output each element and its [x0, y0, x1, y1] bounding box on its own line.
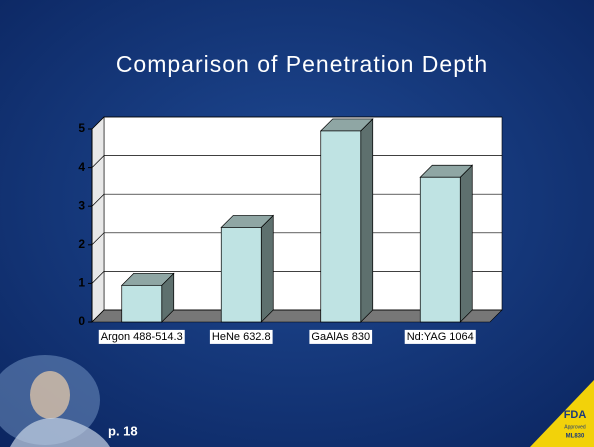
bar — [321, 131, 361, 322]
badge-text: Approved — [564, 424, 586, 430]
bar — [221, 227, 261, 322]
bar-side — [361, 119, 373, 322]
y-tick-label: 0 — [78, 314, 85, 328]
bar-side — [261, 215, 273, 322]
y-tick-label: 2 — [78, 237, 85, 251]
bar — [122, 285, 162, 322]
side-wall — [92, 117, 104, 322]
bar — [420, 177, 460, 322]
x-tick-label: HeNe 632.8 — [212, 331, 271, 343]
chart: 0 1 2 3 4 5 Argon 488-514.3 HeNe 632.8 GaAlAs 83… — [78, 117, 502, 344]
y-tick-label: 3 — [78, 198, 85, 212]
x-tick-label: Nd:YAG 1064 — [407, 331, 474, 343]
bar-side — [460, 165, 472, 322]
y-tick-label: 5 — [78, 121, 85, 135]
badge-text: FDA — [564, 409, 587, 421]
badge-text: ML830 — [566, 434, 585, 440]
page-number: p. 18 — [108, 423, 138, 438]
y-tick-label: 1 — [78, 276, 85, 290]
slide: Comparison of Penetration Depth 0 1 2 3 4 5 Ar… — [0, 0, 594, 447]
chart-title: Comparison of Penetration Depth — [116, 51, 488, 77]
x-tick-label: Argon 488-514.3 — [101, 331, 183, 343]
x-tick-label: GaAlAs 830 — [311, 331, 370, 343]
y-tick-label: 4 — [78, 160, 85, 174]
